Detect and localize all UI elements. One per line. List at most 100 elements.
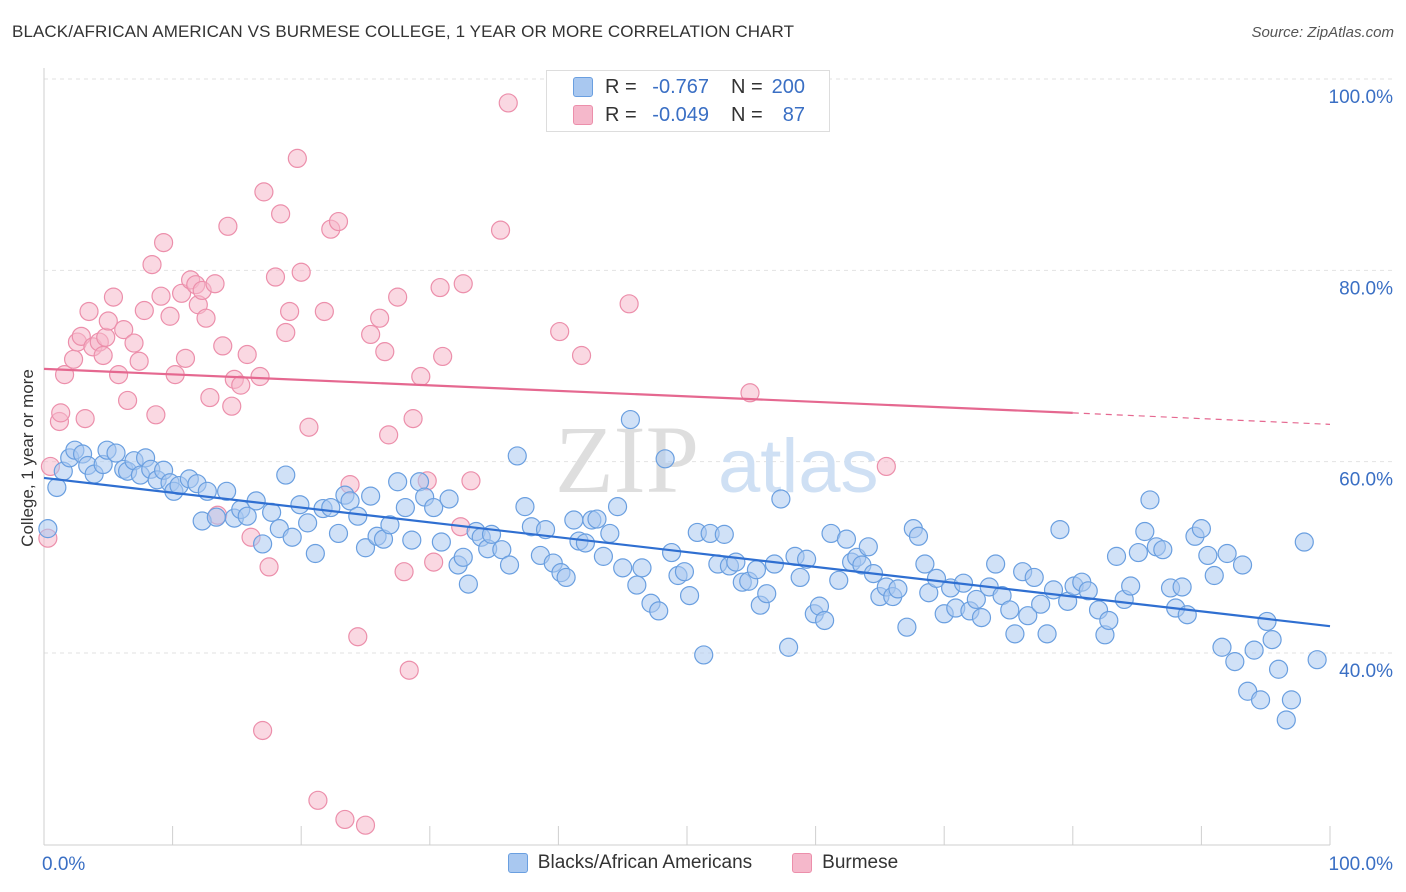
- burmese-point-74: [430, 277, 450, 298]
- blacks-point-186: [1276, 710, 1296, 730]
- burmese-point-55: [308, 790, 328, 810]
- blacks-point-96: [694, 645, 714, 665]
- burmese-point-36: [205, 274, 225, 294]
- blacks-point-37: [290, 495, 310, 515]
- blacks-point-36: [282, 527, 302, 547]
- blacks-point-84: [613, 558, 633, 578]
- burmese-point-75: [433, 346, 453, 367]
- burmese-point-65: [375, 342, 395, 362]
- blacks-point-50: [380, 515, 400, 535]
- burmese-point-71: [411, 366, 431, 387]
- blacks-point-127: [888, 579, 908, 599]
- source-credit: Source: ZipAtlas.com: [1251, 24, 1394, 41]
- burmese-point-50: [276, 322, 296, 343]
- blacks-point-68: [507, 446, 527, 466]
- n-value-pink: 87: [782, 103, 805, 126]
- burmese-point-48: [265, 267, 286, 287]
- burmese-point-77: [453, 274, 473, 294]
- stats-swatch-blue: [573, 77, 593, 97]
- blacks-point-140: [971, 608, 992, 628]
- burmese-point-18: [117, 390, 138, 411]
- y-tick-labels: 40.0% 60.0% 80.0% 100.0%: [1329, 87, 1394, 682]
- burmese-point-19: [124, 333, 144, 353]
- blacks-point-33: [262, 502, 282, 522]
- burmese-point-80: [498, 93, 518, 113]
- burmese-point-68: [394, 562, 414, 582]
- burmese-point-66: [379, 425, 399, 445]
- blacks-point-145: [1005, 624, 1025, 644]
- burmese-point-53: [291, 262, 311, 282]
- blacks-point-93: [674, 562, 695, 582]
- legend-swatch-blue: [507, 853, 528, 873]
- blacks-point-149: [1031, 594, 1051, 614]
- blacks-point-108: [771, 489, 791, 509]
- legend-label-blacks: Blacks/African Americans: [537, 852, 753, 873]
- blacks-point-39: [305, 543, 325, 564]
- blacks-point-90: [655, 449, 675, 469]
- blacks-point-44: [340, 491, 360, 511]
- burmese-point-43: [237, 344, 257, 365]
- burmese-point-14: [98, 311, 118, 331]
- blacks-point-83: [607, 497, 628, 517]
- r-label: R =: [605, 75, 637, 98]
- blacks-point-76: [564, 510, 584, 530]
- blacks-point-187: [1281, 690, 1302, 710]
- legend-item-burmese[interactable]: Burmese: [792, 852, 898, 874]
- blacks-point-144: [1000, 600, 1020, 620]
- blacks-point-53: [402, 530, 422, 550]
- burmese-point-56: [314, 301, 334, 322]
- blacks-point-106: [757, 584, 777, 604]
- axes: [43, 68, 1331, 846]
- blacks-point-60: [453, 547, 473, 567]
- r-label: R =: [605, 103, 637, 126]
- blacks-point-139: [966, 589, 986, 610]
- blacks-point-94: [679, 585, 700, 606]
- burmese-point-52: [287, 148, 307, 169]
- burmese-point-69: [399, 660, 419, 680]
- blacks-point-101: [726, 552, 746, 572]
- blacks-point-80: [587, 509, 607, 529]
- legend-label-burmese: Burmese: [822, 852, 899, 873]
- blacks-point-156: [1078, 581, 1098, 601]
- burmese-point-25: [153, 232, 174, 253]
- burmese-point-29: [175, 348, 196, 368]
- burmese-point-15: [103, 287, 124, 307]
- blacks-point-159: [1099, 610, 1119, 631]
- blacks-point-52: [395, 497, 415, 518]
- blacks-point-38: [298, 513, 318, 533]
- blacks-point-160: [1106, 546, 1127, 566]
- burmese-point-3: [51, 403, 71, 423]
- burmese-point-85: [740, 383, 760, 403]
- burmese-point-84: [619, 294, 639, 314]
- blacks-point-47: [361, 486, 381, 506]
- burmese-point-64: [370, 308, 390, 328]
- blacks-point-35: [276, 465, 296, 485]
- watermark-atlas: atlas: [718, 424, 879, 509]
- blacks-point-109: [778, 637, 799, 657]
- blacks-point-128: [897, 617, 917, 637]
- y-tick-label-100: 100.0%: [1329, 87, 1394, 108]
- blacks-point-142: [986, 554, 1006, 574]
- blacks-point-75: [556, 567, 576, 588]
- series-legend: Blacks/African Americans Burmese: [0, 852, 1406, 874]
- blacks-point-41: [321, 497, 341, 518]
- burmese-point-54: [299, 417, 319, 437]
- burmese-point-35: [200, 387, 220, 408]
- legend-item-blacks[interactable]: Blacks/African Americans: [507, 852, 753, 874]
- blacks-point-61: [458, 574, 478, 594]
- burmese-point-46: [254, 182, 274, 202]
- blacks-point-167: [1153, 540, 1173, 560]
- burmese-point-45: [250, 366, 270, 387]
- burmese-point-82: [571, 345, 592, 366]
- stats-legend: R = -0.767 N = 200 R = -0.049 N = 87: [546, 70, 830, 132]
- y-tick-label-40: 40.0%: [1339, 661, 1393, 682]
- burmese-point-49: [271, 204, 291, 224]
- n-label: N =: [731, 103, 763, 126]
- blacks-point-184: [1262, 630, 1282, 650]
- blacks-point-122: [858, 537, 878, 557]
- burmese-point-81: [550, 321, 570, 342]
- blacks-point-42: [328, 523, 349, 544]
- burmese-point-17: [114, 320, 134, 340]
- burmese-point-73: [424, 552, 444, 572]
- blacks-point-115: [815, 610, 835, 631]
